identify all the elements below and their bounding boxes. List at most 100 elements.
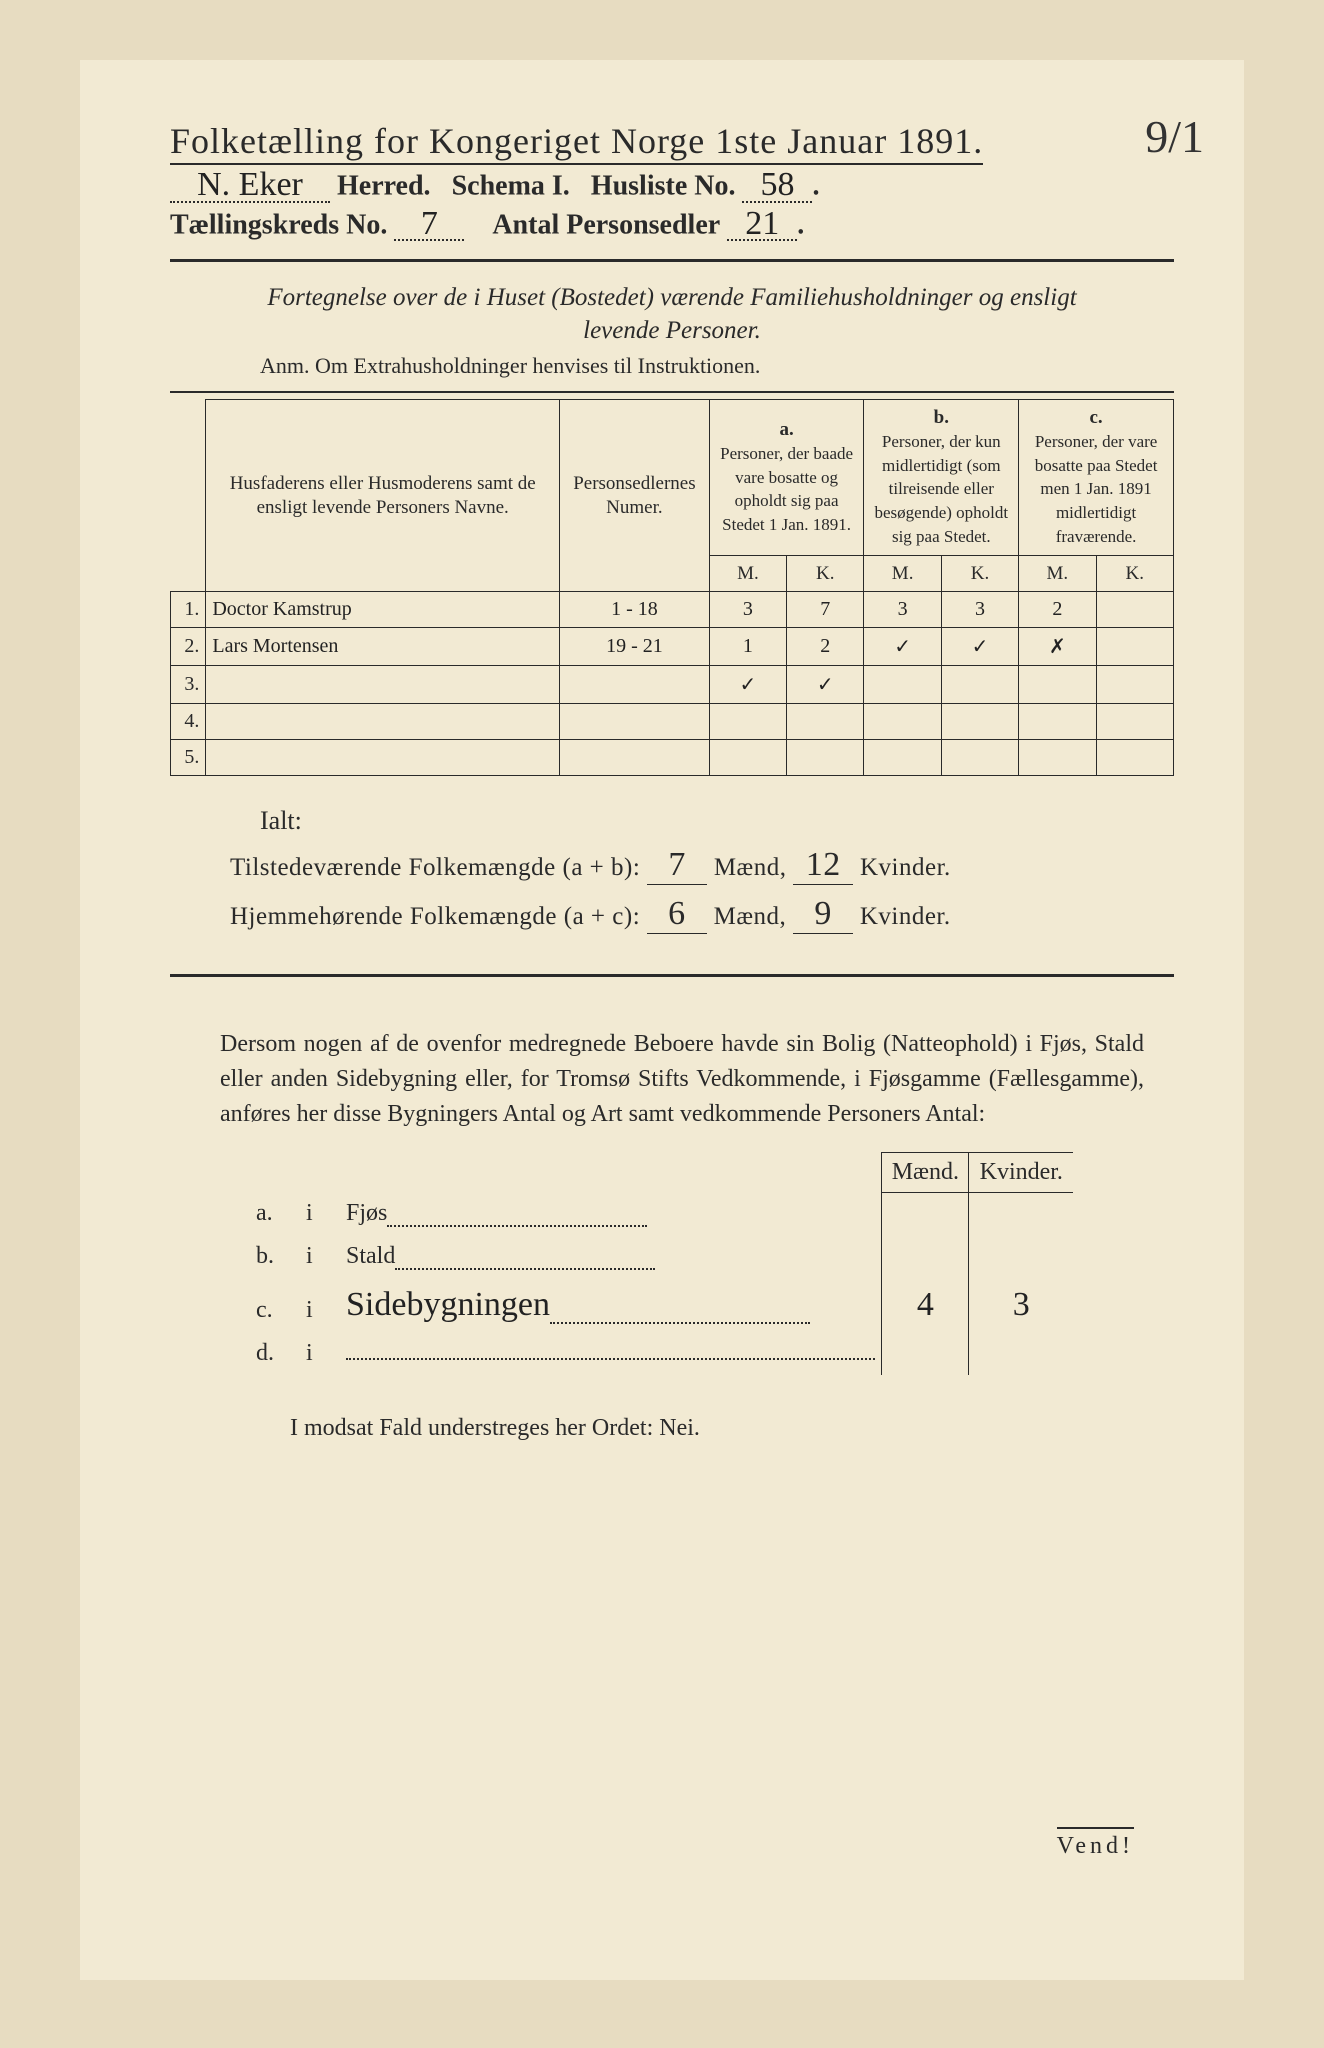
- row-b-m: 3: [864, 592, 941, 628]
- col-c-m: M.: [1019, 555, 1096, 592]
- row-a-m: 3: [709, 592, 786, 628]
- schema-label: Schema I.: [452, 171, 570, 202]
- row-a-k: 7: [787, 592, 864, 628]
- herred-line: N. Eker Herred. Schema I. Husliste No. 5…: [170, 170, 1174, 203]
- bldg-letter: a.: [250, 1192, 300, 1235]
- row-numer: 19 - 21: [560, 628, 710, 666]
- husliste-value: 58: [742, 170, 812, 203]
- col-c-k: K.: [1096, 555, 1173, 592]
- row-number: 4.: [171, 704, 206, 740]
- herred-value: N. Eker: [170, 170, 330, 203]
- row-number: 5.: [171, 740, 206, 776]
- col-a-header: a. Personer, der baade vare bosatte og o…: [709, 400, 864, 556]
- col-c-header: c. Personer, der vare bosatte paa Stedet…: [1019, 400, 1174, 556]
- row-b-m: [864, 666, 941, 704]
- table-row: 1.Doctor Kamstrup1 - 1837332: [171, 592, 1174, 628]
- bldg-m: [882, 1235, 969, 1278]
- row-name: Lars Mortensen: [206, 628, 560, 666]
- sum-home: Hjemmehørende Folkemængde (a + c): 6 Mæn…: [230, 895, 1174, 934]
- vend-label: Vend!: [1057, 1827, 1134, 1860]
- divider: [170, 391, 1174, 393]
- building-row: a.iFjøs: [250, 1192, 1073, 1235]
- row-number: 2.: [171, 628, 206, 666]
- personsedler-value: 21: [727, 209, 797, 242]
- bldg-letter: d.: [250, 1332, 300, 1375]
- row-a-k: 2: [787, 628, 864, 666]
- col-a-m: M.: [709, 555, 786, 592]
- bldg-label: Sidebygningen: [340, 1278, 882, 1332]
- bldg-k: [969, 1332, 1073, 1375]
- row-a-k: [787, 740, 864, 776]
- anm-note: Anm. Om Extrahusholdninger henvises til …: [260, 353, 1174, 379]
- row-c-k: [1096, 740, 1173, 776]
- nei-line: I modsat Fald understreges her Ordet: Ne…: [290, 1415, 1174, 1442]
- row-numer: 1 - 18: [560, 592, 710, 628]
- ialt-label: Ialt:: [260, 806, 1174, 836]
- row-numer: [560, 740, 710, 776]
- margin-note: 9/1: [1145, 110, 1204, 163]
- row-b-k: [941, 740, 1018, 776]
- bldg-m: 4: [882, 1278, 969, 1332]
- row-c-m: [1019, 704, 1096, 740]
- row-number: 3.: [171, 666, 206, 704]
- bldg-i: i: [300, 1235, 340, 1278]
- row-c-m: [1019, 666, 1096, 704]
- building-row: b.iStald: [250, 1235, 1073, 1278]
- row-c-m: ✗: [1019, 628, 1096, 666]
- table-row: 5.: [171, 740, 1174, 776]
- bldg-i: i: [300, 1192, 340, 1235]
- table-row: 3. ✓✓: [171, 666, 1174, 704]
- row-name: Doctor Kamstrup: [206, 592, 560, 628]
- row-b-m: [864, 704, 941, 740]
- row-b-k: 3: [941, 592, 1018, 628]
- bldg-col-m: Mænd.: [882, 1152, 969, 1192]
- husliste-label: Husliste No.: [591, 171, 736, 202]
- row-numer: [560, 666, 710, 704]
- bldg-label: Fjøs: [340, 1192, 882, 1235]
- subheading: Fortegnelse over de i Huset (Bostedet) v…: [210, 282, 1134, 347]
- sum-present: Tilstedeværende Folkemængde (a + b): 7 M…: [230, 846, 1174, 885]
- divider: [170, 259, 1174, 262]
- personsedler-label: Antal Personsedler: [492, 209, 720, 240]
- table-row: 2.Lars Mortensen19 - 2112✓✓✗: [171, 628, 1174, 666]
- row-a-m: [709, 740, 786, 776]
- bldg-m: [882, 1332, 969, 1375]
- row-a-k: ✓: [787, 666, 864, 704]
- buildings-table: Mænd. Kvinder. a.iFjøsb.iStaldc.iSidebyg…: [250, 1152, 1073, 1376]
- row-c-k: [1096, 666, 1173, 704]
- row-a-m: [709, 704, 786, 740]
- row-c-k: [1096, 592, 1173, 628]
- col-numer-header: Personsedlernes Numer.: [560, 400, 710, 592]
- building-row: c.iSidebygningen43: [250, 1278, 1073, 1332]
- herred-label: Herred.: [337, 171, 431, 202]
- row-a-m: ✓: [709, 666, 786, 704]
- row-c-k: [1096, 628, 1173, 666]
- col-a-k: K.: [787, 555, 864, 592]
- row-c-m: [1019, 740, 1096, 776]
- title: Folketælling for Kongeriget Norge 1ste J…: [170, 120, 1174, 162]
- bldg-i: i: [300, 1332, 340, 1375]
- bldg-label: [340, 1332, 882, 1375]
- row-b-k: ✓: [941, 628, 1018, 666]
- row-number: 1.: [171, 592, 206, 628]
- table-row: 4.: [171, 704, 1174, 740]
- kreds-value: 7: [394, 209, 464, 242]
- bldg-k: 3: [969, 1278, 1073, 1332]
- row-b-m: ✓: [864, 628, 941, 666]
- row-name: [206, 666, 560, 704]
- col-b-m: M.: [864, 555, 941, 592]
- bldg-label: Stald: [340, 1235, 882, 1278]
- row-c-k: [1096, 704, 1173, 740]
- row-name: [206, 740, 560, 776]
- row-b-k: [941, 666, 1018, 704]
- bldg-k: [969, 1192, 1073, 1235]
- row-b-m: [864, 740, 941, 776]
- household-table: Husfaderens eller Husmoderens samt de en…: [170, 399, 1174, 776]
- building-row: d.i: [250, 1332, 1073, 1375]
- col-b-header: b. Personer, der kun midlertidigt (som t…: [864, 400, 1019, 556]
- bldg-letter: b.: [250, 1235, 300, 1278]
- kreds-label: Tællingskreds No.: [170, 209, 387, 240]
- row-a-m: 1: [709, 628, 786, 666]
- row-a-k: [787, 704, 864, 740]
- kreds-line: Tællingskreds No. 7 Antal Personsedler 2…: [170, 209, 1174, 242]
